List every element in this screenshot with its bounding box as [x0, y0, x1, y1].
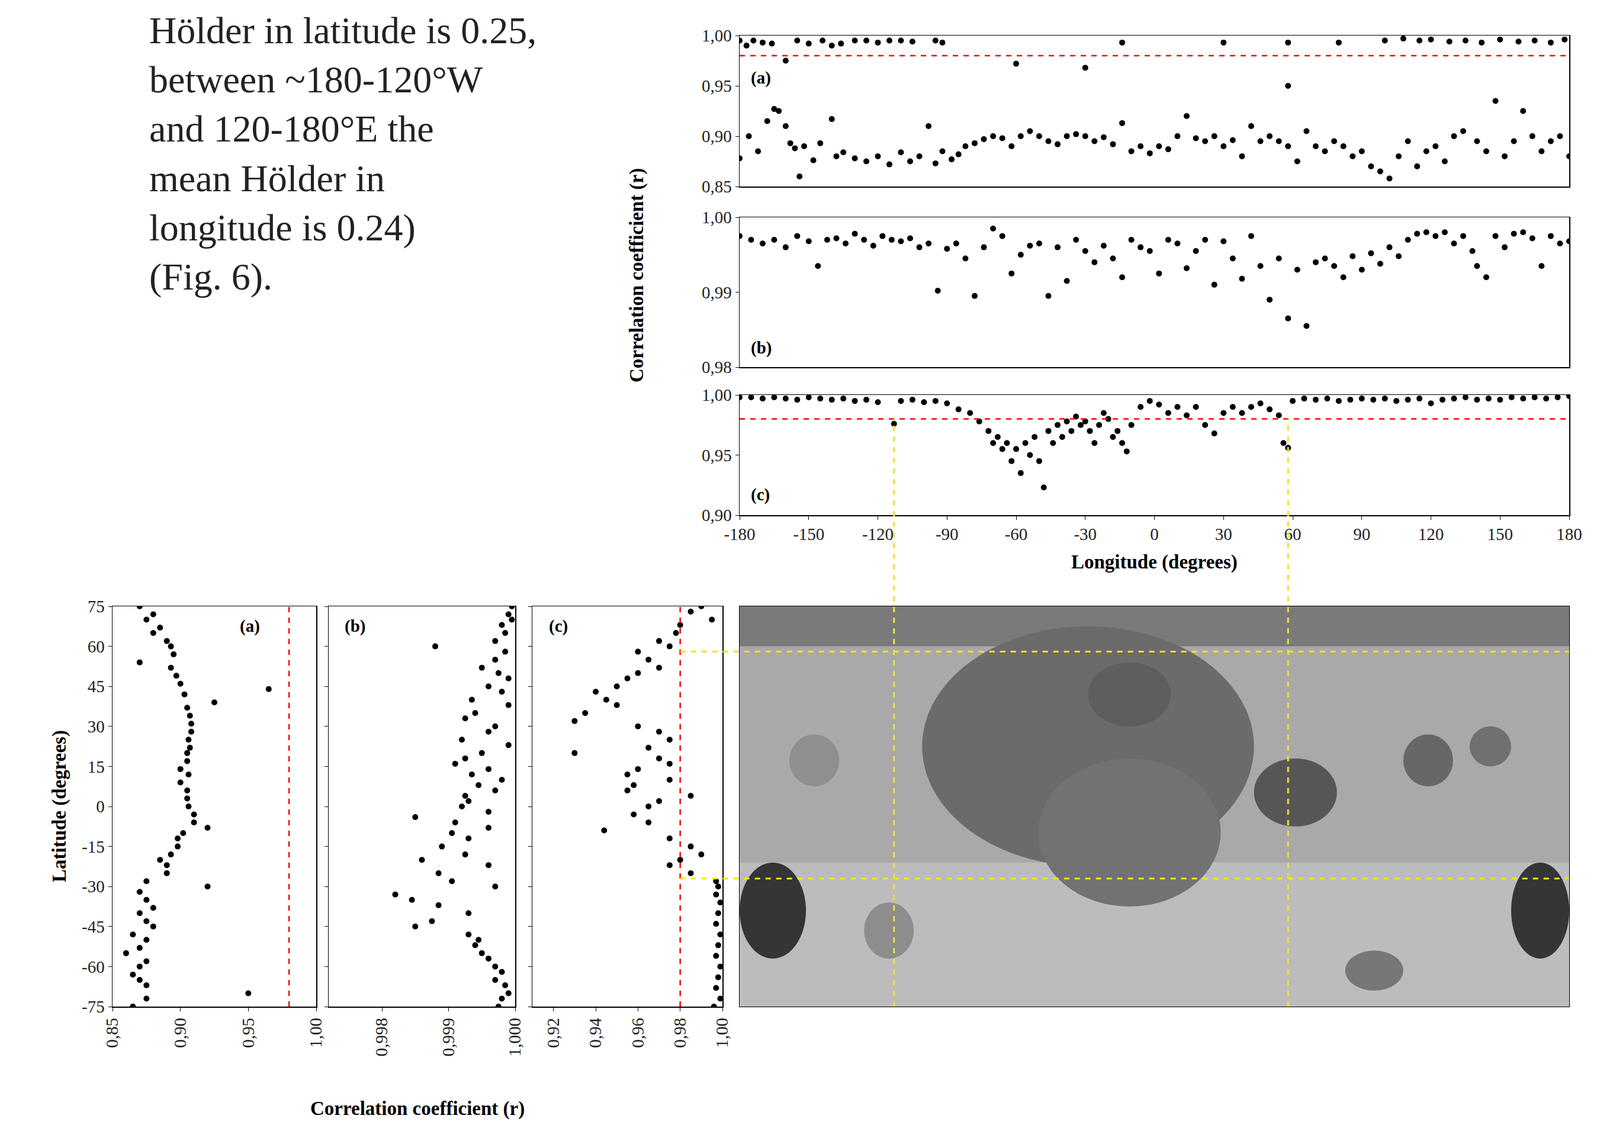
svg-text:0,85: 0,85 — [102, 1017, 122, 1049]
svg-text:0,98: 0,98 — [670, 1017, 690, 1049]
svg-text:1,00: 1,00 — [701, 26, 732, 46]
svg-text:1,000: 1,000 — [505, 1017, 525, 1057]
svg-text:(b): (b) — [750, 338, 772, 358]
svg-text:180: 180 — [1556, 524, 1583, 544]
svg-text:Hölder in latitude is 0.25,bet: Hölder in latitude is 0.25,between ~180-… — [149, 9, 537, 298]
svg-text:0: 0 — [95, 797, 105, 816]
svg-text:-180: -180 — [723, 524, 755, 544]
svg-text:-15: -15 — [81, 837, 105, 857]
svg-text:Correlation coefficient (r): Correlation coefficient (r) — [310, 1097, 525, 1120]
svg-text:0,85: 0,85 — [701, 177, 732, 197]
svg-text:0,99: 0,99 — [701, 283, 732, 302]
svg-text:150: 150 — [1487, 524, 1514, 544]
svg-text:1,00: 1,00 — [306, 1017, 326, 1049]
svg-text:75: 75 — [87, 596, 105, 616]
svg-text:1,00: 1,00 — [712, 1017, 732, 1049]
svg-text:-60: -60 — [81, 957, 105, 977]
svg-text:0,92: 0,92 — [543, 1017, 563, 1049]
svg-text:Longitude (degrees): Longitude (degrees) — [1071, 551, 1238, 574]
svg-text:-75: -75 — [81, 997, 105, 1017]
svg-text:(c): (c) — [548, 616, 568, 636]
svg-text:-45: -45 — [81, 917, 105, 937]
svg-text:-90: -90 — [935, 524, 959, 544]
svg-text:0,90: 0,90 — [170, 1017, 190, 1049]
svg-text:30: 30 — [87, 717, 105, 737]
svg-text:-60: -60 — [1004, 524, 1028, 544]
svg-text:-30: -30 — [81, 876, 105, 896]
svg-text:0,90: 0,90 — [701, 505, 732, 525]
svg-text:0,95: 0,95 — [238, 1017, 258, 1049]
svg-text:(a): (a) — [750, 68, 771, 88]
svg-text:0,98: 0,98 — [701, 357, 732, 377]
svg-text:0,96: 0,96 — [628, 1017, 648, 1049]
svg-text:Latitude (degrees): Latitude (degrees) — [48, 730, 71, 883]
svg-text:1,00: 1,00 — [701, 207, 732, 227]
svg-text:90: 90 — [1353, 524, 1371, 544]
svg-text:-150: -150 — [792, 524, 825, 544]
svg-text:(a): (a) — [239, 616, 260, 636]
svg-text:30: 30 — [1215, 524, 1233, 544]
svg-text:60: 60 — [87, 637, 105, 657]
svg-text:(c): (c) — [750, 484, 770, 505]
svg-text:0: 0 — [1149, 524, 1159, 544]
svg-text:Correlation coefficient (r): Correlation coefficient (r) — [625, 168, 648, 383]
svg-text:0,90: 0,90 — [701, 126, 732, 146]
svg-text:45: 45 — [87, 676, 105, 696]
svg-text:1,00: 1,00 — [701, 385, 732, 405]
svg-text:0,999: 0,999 — [438, 1017, 458, 1057]
svg-text:0,998: 0,998 — [371, 1017, 391, 1057]
svg-text:-120: -120 — [862, 524, 894, 544]
svg-text:-30: -30 — [1073, 524, 1097, 544]
svg-text:(b): (b) — [344, 616, 366, 636]
svg-text:60: 60 — [1284, 524, 1302, 544]
svg-text:120: 120 — [1418, 524, 1445, 544]
svg-text:0,94: 0,94 — [585, 1017, 605, 1049]
svg-text:0,95: 0,95 — [701, 445, 732, 465]
svg-text:15: 15 — [87, 757, 105, 777]
svg-text:0,95: 0,95 — [701, 76, 732, 96]
